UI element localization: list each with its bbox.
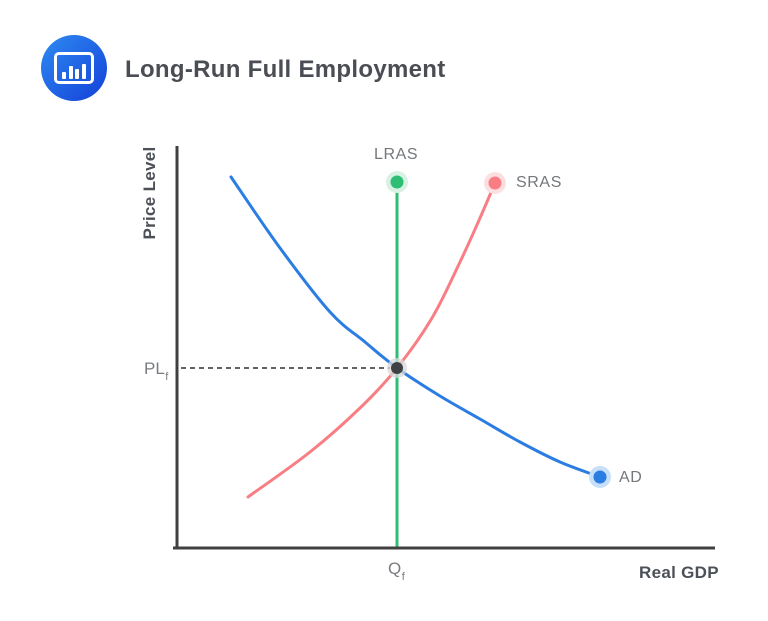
sras-endpoint-dot	[488, 176, 502, 190]
brand-logo	[41, 35, 107, 101]
x-axis-title: Real GDP	[639, 563, 719, 582]
ad-endpoint-dot	[593, 470, 607, 484]
lras-endpoint-dot	[390, 175, 404, 189]
equilibrium-point	[391, 362, 403, 374]
ad-curve	[229, 175, 602, 479]
sras-curve-label: SRAS	[516, 174, 562, 191]
lras-curve-label: LRAS	[374, 146, 419, 163]
equilibrium-output-label: Qf	[388, 559, 405, 584]
page-header: Long-Run Full Employment	[0, 0, 768, 110]
sras-curve	[246, 181, 497, 499]
ad-curve-label: AD	[619, 469, 643, 486]
y-axis-title: Price Level	[140, 146, 159, 240]
page-title: Long-Run Full Employment	[125, 56, 446, 83]
bar-chart-icon	[54, 51, 94, 85]
equilibrium-price-label: PLf	[144, 359, 169, 384]
